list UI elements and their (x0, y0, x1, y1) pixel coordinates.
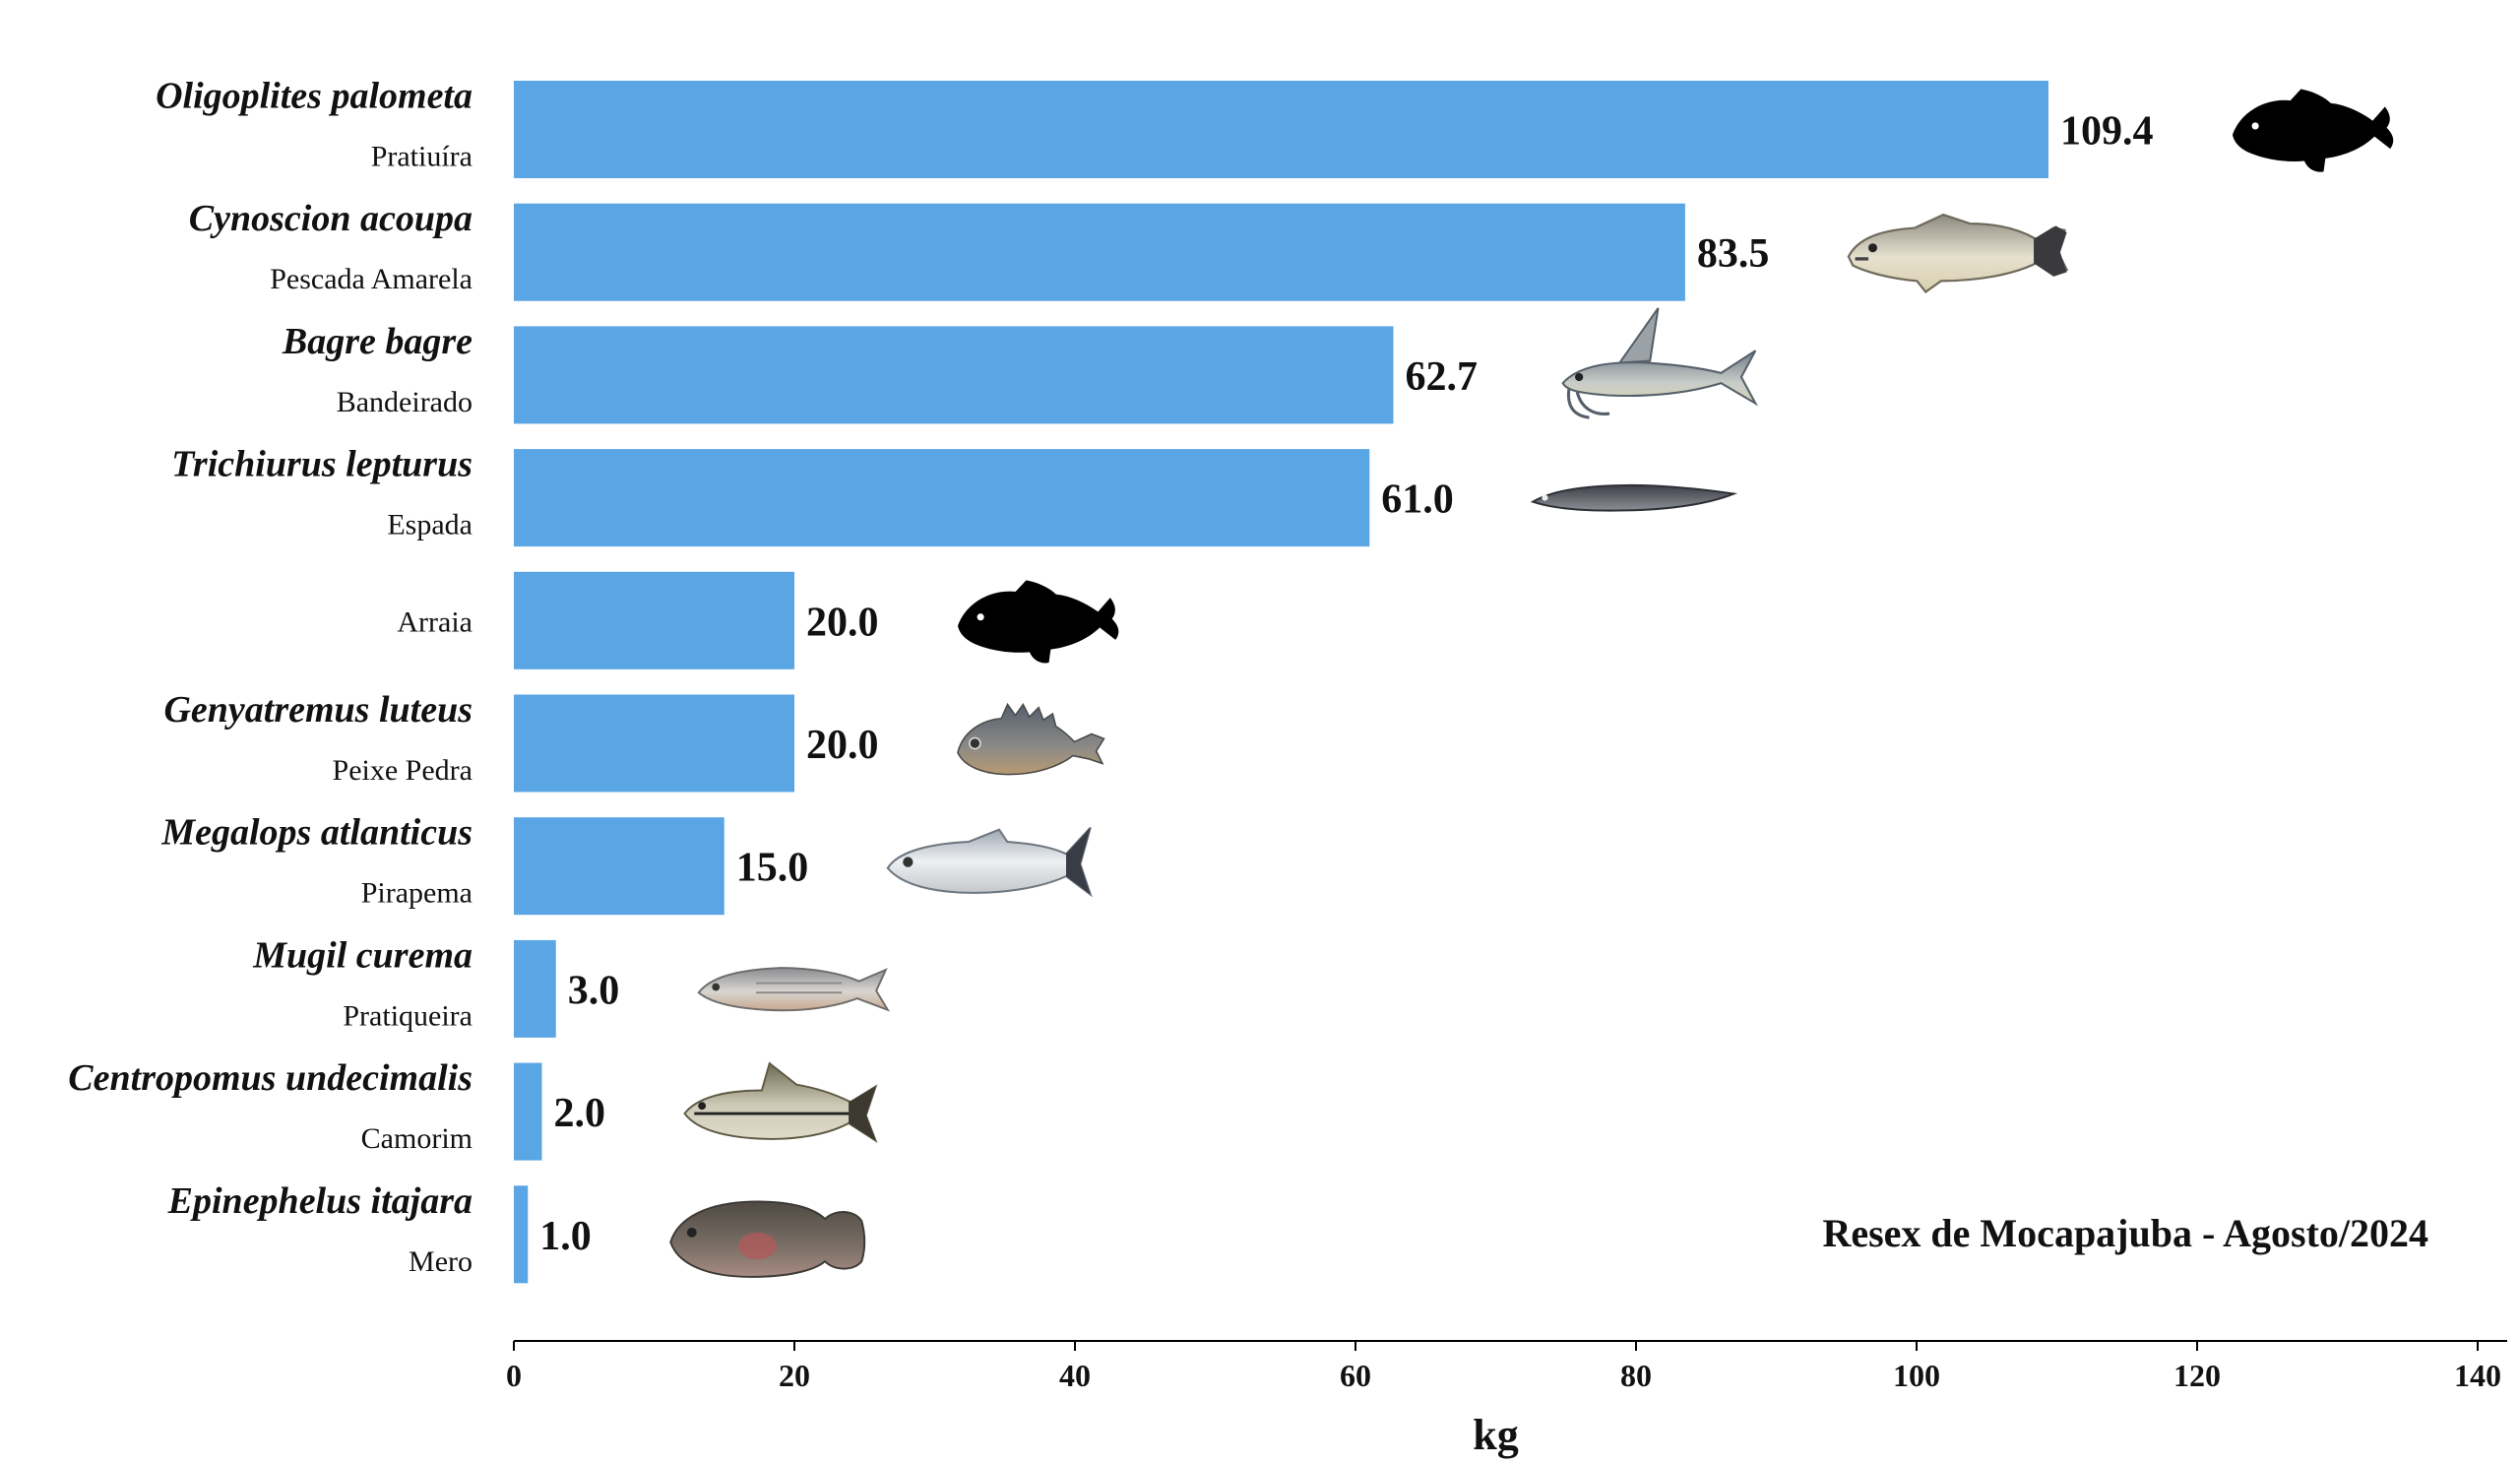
bar (514, 571, 794, 669)
bar (514, 81, 2048, 178)
bar (514, 817, 724, 916)
species-scientific-name: Mugil curema (252, 934, 472, 976)
x-tick-label: 20 (779, 1358, 810, 1393)
catfish-icon (1561, 306, 1757, 419)
species-scientific-name: Centropomus undecimalis (68, 1057, 472, 1099)
value-label: 83.5 (1697, 231, 1770, 277)
value-label: 109.4 (2060, 109, 2154, 155)
species-common-name: Arraia (397, 605, 472, 638)
weakfish-icon (1847, 213, 2069, 294)
species-common-name: Peixe Pedra (333, 754, 472, 787)
x-tick-label: 0 (506, 1358, 522, 1393)
x-tick-label: 40 (1059, 1358, 1091, 1393)
species-common-name: Bandeirado (337, 386, 472, 418)
x-axis: 0 20 40 60 80 100 120 140 (506, 1340, 2507, 1393)
chart-annotation: Resex de Mocapajuba - Agosto/2024 (1822, 1211, 2428, 1255)
species-common-name: Pirapema (361, 877, 472, 910)
value-label: 3.0 (568, 968, 620, 1013)
x-tick-label: 80 (1620, 1358, 1652, 1393)
value-label: 20.0 (806, 600, 879, 645)
grunt-fish-icon (957, 703, 1105, 776)
value-label: 62.7 (1405, 354, 1478, 400)
species-common-name: Pescada Amarela (270, 263, 472, 295)
species-scientific-name: Epinephelus itajara (167, 1180, 472, 1222)
bar (514, 939, 556, 1038)
bar (514, 203, 1685, 301)
species-common-name: Pratiqueira (343, 999, 472, 1032)
x-tick-label: 60 (1340, 1358, 1371, 1393)
bar (514, 1185, 529, 1284)
value-label: 2.0 (554, 1091, 606, 1136)
value-labels-layer: 109.4 83.5 62.7 61.0 20.0 20.0 15.0 3.0 2.0 1.0 (539, 109, 2153, 1259)
value-label: 15.0 (736, 846, 809, 891)
bar (514, 326, 1394, 424)
grouper-icon (669, 1200, 866, 1278)
species-scientific-name: Trichiurus lepturus (171, 444, 472, 485)
species-scientific-name: Bagre bagre (282, 321, 472, 362)
species-common-name: Camorim (361, 1122, 472, 1155)
snook-icon (683, 1061, 878, 1142)
category-labels-layer: Oligoplites palometa Pratiuíra Cynoscion a… (68, 76, 472, 1278)
value-label: 61.0 (1381, 477, 1454, 523)
x-tick-label: 100 (1893, 1358, 1940, 1393)
species-scientific-name: Oligoplites palometa (156, 76, 472, 117)
x-axis-title: kg (1473, 1411, 1518, 1459)
value-label: 20.0 (806, 723, 879, 768)
species-common-name: Pratiuíra (371, 141, 472, 173)
fish-silhouette-icon (958, 580, 1119, 664)
bar (514, 694, 794, 793)
fish-silhouette-icon (2232, 89, 2394, 172)
species-scientific-name: Megalops atlanticus (160, 812, 472, 854)
value-label: 1.0 (539, 1214, 592, 1259)
species-scientific-name: Genyatremus luteus (163, 689, 472, 731)
bar (514, 1062, 542, 1161)
species-common-name: Espada (387, 509, 472, 541)
x-tick-label: 120 (2174, 1358, 2221, 1393)
x-tick-label: 140 (2454, 1358, 2501, 1393)
cutlassfish-icon (1532, 483, 1735, 512)
mullet-icon (697, 967, 889, 1012)
bar (514, 449, 1370, 547)
species-common-name: Mero (409, 1245, 472, 1278)
tarpon-icon (886, 826, 1092, 896)
species-scientific-name: Cynoscion acoupa (189, 198, 472, 239)
bars-layer (514, 81, 2048, 1284)
